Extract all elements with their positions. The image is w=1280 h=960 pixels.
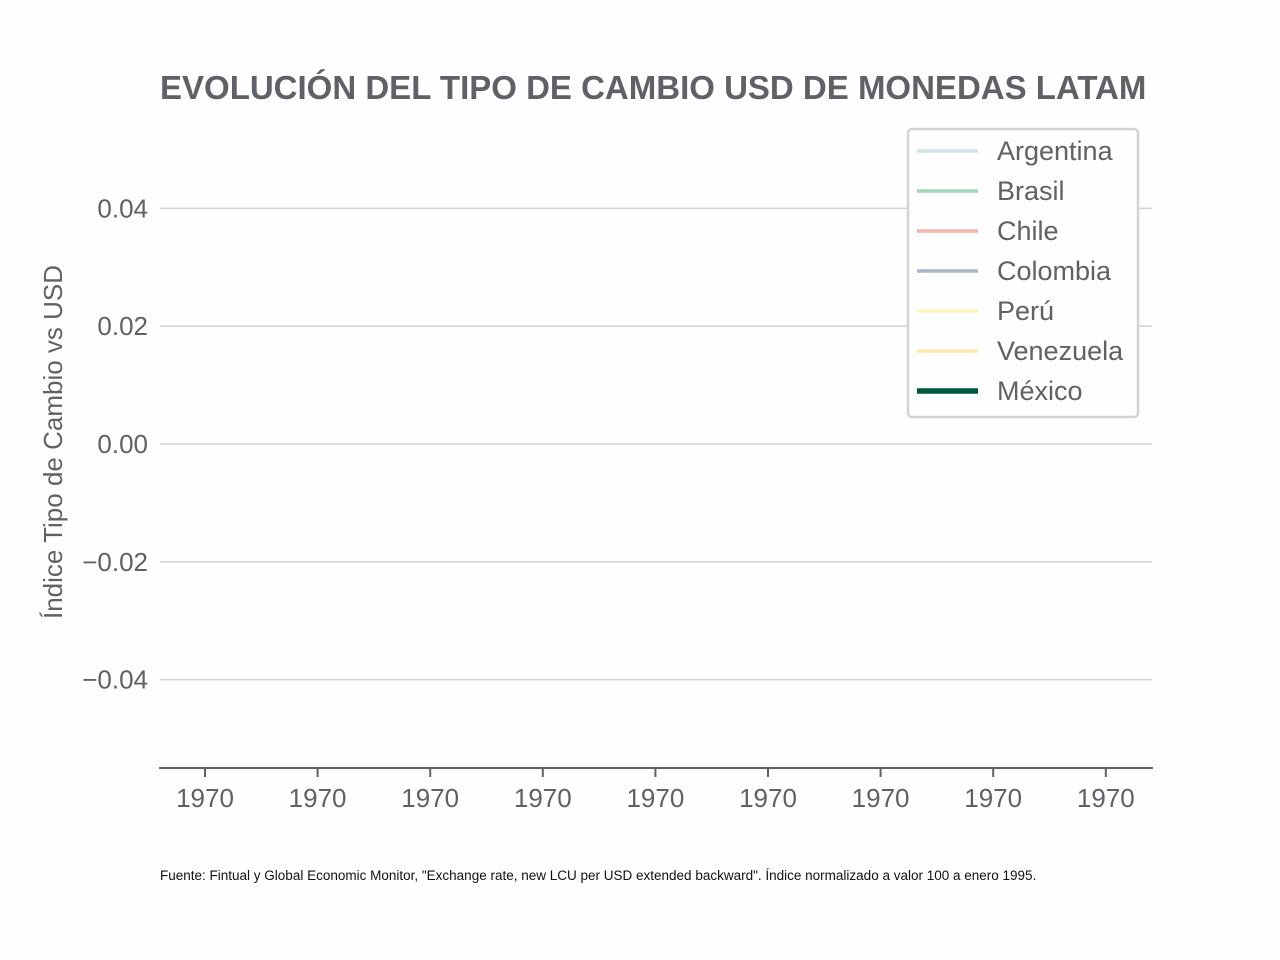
x-tick-label: 1970	[1077, 783, 1135, 813]
y-tick-label: 0.04	[97, 193, 148, 223]
x-tick-label: 1970	[626, 783, 684, 813]
legend-label: Perú	[997, 296, 1054, 326]
x-tick-label: 1970	[176, 783, 234, 813]
x-tick-label: 1970	[289, 783, 347, 813]
y-axis-ticks: −0.04 −0.02 0.00 0.02 0.04	[82, 193, 148, 694]
legend: Argentina Brasil Chile Colombia Perú Venezuel…	[906, 127, 1140, 419]
y-tick-label: 0.02	[97, 311, 148, 341]
y-axis-label: Índice Tipo de Cambio vs USD	[38, 265, 68, 619]
x-tick-label: 1970	[401, 783, 459, 813]
legend-label: México	[997, 376, 1083, 406]
y-tick-label: −0.04	[82, 665, 148, 695]
legend-label: Colombia	[997, 256, 1112, 286]
y-tick-label: −0.02	[82, 547, 148, 577]
legend-label: Argentina	[997, 136, 1114, 166]
chart-title: EVOLUCIÓN DEL TIPO DE CAMBIO USD DE MONE…	[160, 69, 1146, 106]
x-tick-label: 1970	[852, 783, 910, 813]
x-tick-label: 1970	[739, 783, 797, 813]
legend-label: Brasil	[997, 176, 1065, 206]
legend-label: Venezuela	[997, 336, 1124, 366]
legend-frame	[906, 127, 1140, 419]
legend-label: Chile	[997, 216, 1059, 246]
source-note: Fuente: Fintual y Global Economic Monito…	[160, 868, 1036, 883]
x-tick-label: 1970	[964, 783, 1022, 813]
x-tick-label: 1970	[514, 783, 572, 813]
x-axis-ticks: 1970 1970 1970 1970 1970 1970 1970 1970 1970	[176, 768, 1135, 813]
legend-items: Argentina Brasil Chile Colombia Perú Venezuel…	[917, 136, 1124, 406]
y-tick-label: 0.00	[97, 429, 148, 459]
